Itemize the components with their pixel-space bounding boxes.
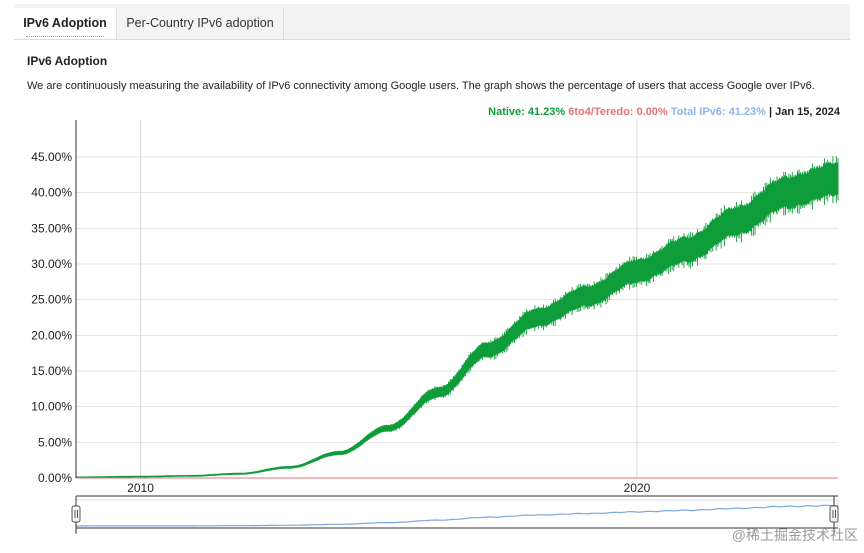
y-tick-label: 30.00% [31,257,72,271]
y-tick-label: 15.00% [31,364,72,378]
tab-ipv6-adoption[interactable]: IPv6 Adoption [14,8,117,39]
y-tick-label: 20.00% [31,328,72,342]
y-tick-label: 45.00% [31,150,72,164]
y-tick-label: 40.00% [31,186,72,200]
description: We are continuously measuring the availa… [27,80,815,92]
tab-per-country[interactable]: Per-Country IPv6 adoption [117,8,284,39]
y-tick-label: 5.00% [38,435,72,449]
navigator-right-handle[interactable] [829,496,839,534]
y-tick-label: 35.00% [31,221,72,235]
watermark: @稀土掘金技术社区 [731,527,858,543]
y-tick-label: 10.00% [31,400,72,414]
tab-per-country-label: Per-Country IPv6 adoption [126,16,274,30]
navigator-series-line [76,504,839,527]
navigator-left-handle[interactable] [71,496,81,534]
readout-native: Native: 41.23% [488,106,566,118]
x-tick-label: 2020 [624,481,651,495]
series-native-line [75,156,839,478]
readout-total: Total IPv6: 41.23% [670,106,766,118]
x-tick-label: 2010 [127,481,154,495]
tab-ipv6-adoption-label: IPv6 Adoption [23,16,107,30]
tab-bar: IPv6 Adoption Per-Country IPv6 adoption [14,4,850,40]
readout-teredo: 6to4/Teredo: 0.00% [568,106,668,118]
y-tick-label: 0.00% [38,471,72,485]
section-title: IPv6 Adoption [27,54,108,68]
readout-date: Jan 15, 2024 [775,106,840,118]
readout-separator: | [769,106,773,118]
value-readout: Native: 41.23% 6to4/Teredo: 0.00% Total … [488,106,840,118]
y-tick-label: 25.00% [31,293,72,307]
series-native-band [75,161,839,479]
range-navigator[interactable] [75,499,839,529]
